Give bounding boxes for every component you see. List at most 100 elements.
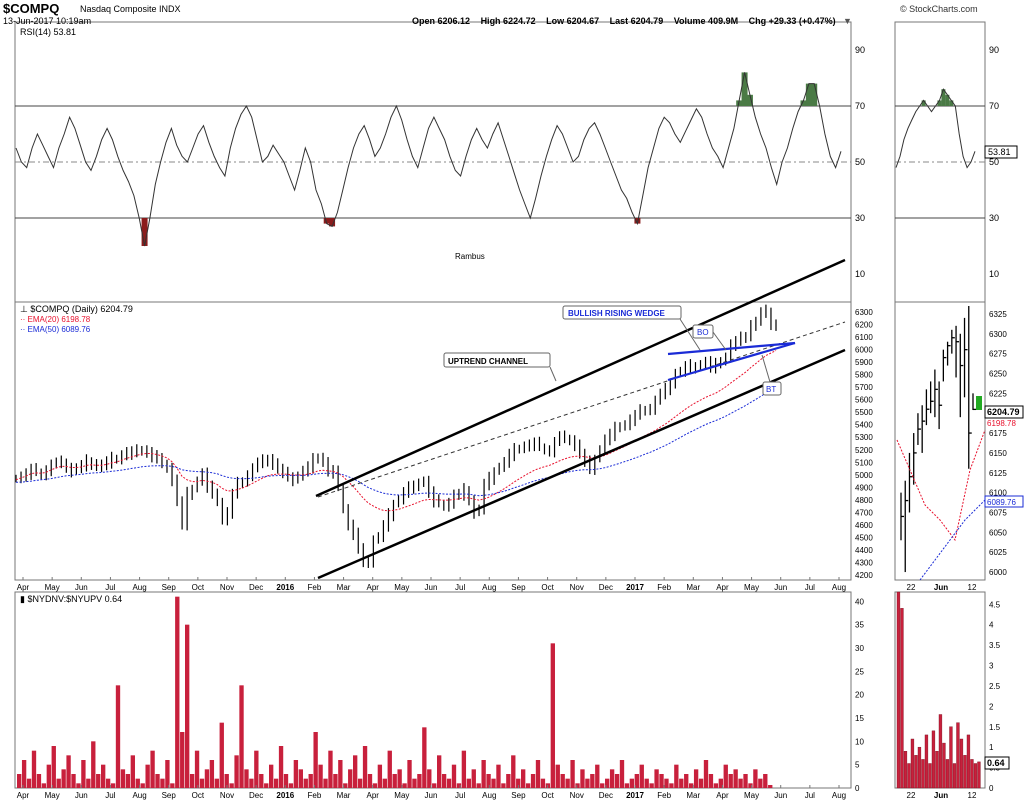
breadth-month-label: Oct: [192, 791, 205, 800]
breadth-zoom-bar: [903, 751, 908, 789]
breadth-bar: [427, 769, 432, 788]
breadth-bar: [441, 774, 447, 788]
breadth-bar: [619, 760, 625, 788]
breadth-bar: [432, 783, 437, 788]
rsi-extreme-fill: [800, 100, 807, 106]
breadth-tick-label: 35: [855, 621, 864, 630]
breadth-bar: [417, 774, 422, 788]
breadth-month-label: May: [45, 791, 60, 800]
price-tick-label: 5500: [855, 408, 873, 417]
price-tick-label: 5300: [855, 433, 873, 442]
breadth-zoom-bar: [935, 751, 939, 789]
price-tick-label: 5100: [855, 458, 873, 467]
breadth-bar: [303, 778, 308, 788]
breadth-bar: [451, 764, 457, 788]
breadth-bar: [165, 760, 170, 788]
breadth-bar: [491, 778, 496, 788]
breadth-bar: [560, 774, 565, 788]
breadth-bar: [412, 778, 417, 788]
bt-callout: [762, 381, 782, 396]
breadth-zoom-bar: [956, 722, 960, 789]
breadth-month-label: Nov: [220, 791, 234, 800]
rsi-extreme-fill: [323, 218, 330, 224]
breadth-bar: [61, 769, 66, 788]
symbol-title: $COMPQ: [3, 1, 60, 16]
breadth-bar: [437, 755, 442, 788]
breadth-zoom-bar: [914, 755, 918, 789]
price-tick-label: 4800: [855, 496, 873, 505]
price-tick-label: 6000: [855, 346, 873, 355]
breadth-bar: [234, 755, 239, 788]
breadth-bar: [323, 778, 328, 788]
rsi-tick-label: 30: [855, 213, 865, 223]
breadth-bar: [555, 764, 560, 788]
breadth-bar: [209, 760, 215, 788]
breadth-bar: [145, 764, 150, 788]
breadth-bar: [135, 778, 140, 788]
breadth-bar: [629, 778, 635, 788]
bt-label: BT: [766, 385, 776, 394]
breadth-month-label: Oct: [541, 791, 554, 800]
price-tick-label: 6300: [855, 308, 873, 317]
price-month-label: 2016: [276, 583, 294, 592]
breadth-tick-label: 20: [855, 691, 864, 700]
rsi-zoom-extreme-fill: [945, 94, 950, 106]
rsi-zoom-tick-label: 10: [989, 269, 999, 279]
price-month-label: May: [394, 583, 409, 592]
breadth-tick-label: 40: [855, 597, 864, 606]
wedge-lower-line: [667, 341, 796, 382]
index-name: Nasdaq Composite INDX: [80, 4, 181, 14]
triangle-down-icon[interactable]: ▼: [843, 16, 852, 26]
breadth-month-label: Sep: [162, 791, 177, 800]
breadth-zoom-x-label: 22: [907, 791, 916, 800]
breadth-bar: [357, 778, 363, 788]
breadth-last-value: 0.64: [987, 758, 1005, 768]
price-month-label: Aug: [132, 583, 146, 592]
breadth-bar: [585, 778, 590, 788]
price-zoom-x-label: 22: [907, 583, 916, 592]
price-zoom-frame: [894, 301, 986, 581]
breadth-zoom-bar: [949, 726, 953, 789]
breadth-bar: [461, 750, 467, 788]
breadth-zoom-bar: [942, 742, 946, 789]
price-month-label: Sep: [162, 583, 177, 592]
price-last-value: 6204.79: [987, 407, 1020, 417]
quote-last: Last 6204.79: [609, 16, 664, 26]
ema50-zoom-value: 6089.76: [987, 498, 1016, 507]
breadth-zoom-tick-label: 2.5: [989, 682, 1001, 691]
price-tick-label: 5000: [855, 471, 873, 480]
price-month-label: Sep: [511, 583, 526, 592]
breadth-bar: [377, 764, 383, 788]
breadth-month-label: Mar: [337, 791, 351, 800]
price-zoom-tick-label: 6000: [989, 568, 1007, 577]
price-month-label: Aug: [832, 583, 846, 592]
rsi-zoom-extreme-fill: [921, 100, 926, 106]
ema20-line: [15, 350, 777, 512]
breadth-bar: [511, 755, 516, 788]
breadth-zoom-bar: [928, 763, 932, 789]
price-zoom-tick-label: 6300: [989, 330, 1007, 339]
breadth-bar: [679, 778, 684, 788]
breadth-bar: [110, 783, 116, 788]
price-month-label: May: [45, 583, 60, 592]
breadth-bar: [318, 764, 323, 788]
breadth-bar: [624, 783, 630, 788]
breadth-month-label: Jul: [805, 791, 815, 800]
price-zoom-x-label: 12: [968, 583, 977, 592]
breadth-month-label: Dec: [599, 791, 613, 800]
breadth-bar: [476, 783, 481, 788]
breadth-zoom-bar: [896, 591, 901, 789]
breadth-bar: [204, 769, 210, 788]
breadth-bar: [338, 760, 343, 788]
price-tick-label: 5800: [855, 371, 873, 380]
breadth-bar: [115, 685, 121, 788]
zoom-ema20-line: [896, 429, 986, 542]
quote-volume: Volume 409.9M: [673, 16, 739, 26]
breadth-panel-frame: [14, 591, 852, 789]
breadth-bar: [170, 783, 175, 788]
breadth-bar: [382, 778, 387, 788]
breadth-bar: [353, 755, 358, 788]
breadth-zoom-bar: [970, 759, 974, 789]
breadth-bar: [189, 774, 195, 788]
breadth-bar: [580, 769, 585, 788]
